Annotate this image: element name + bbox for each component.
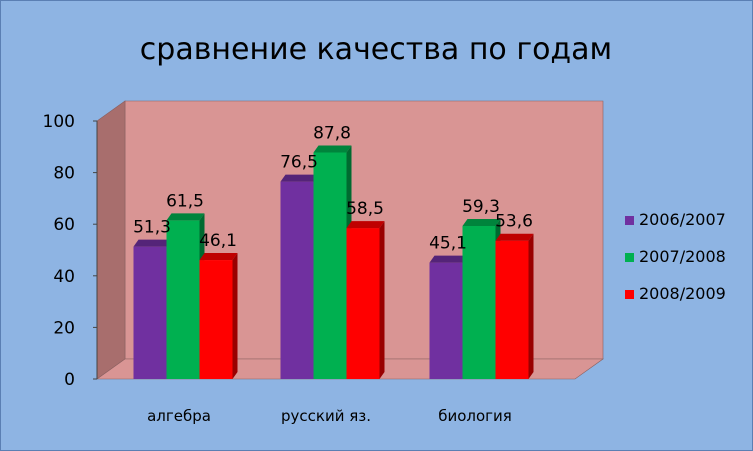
- legend-label: 2008/2009: [639, 284, 726, 303]
- bar-top: [346, 221, 385, 229]
- legend-swatch: [625, 290, 634, 299]
- data-label: 53,6: [495, 212, 533, 232]
- bar: [199, 253, 238, 379]
- bar-top: [133, 239, 172, 247]
- bars: [133, 145, 534, 379]
- bar-top: [462, 219, 501, 227]
- category-labels: алгебра русский яз. биология: [147, 407, 512, 425]
- bar-front: [346, 228, 380, 379]
- legend: 2006/2007 2007/2008 2008/2009: [625, 210, 726, 303]
- bar-front: [280, 181, 314, 379]
- bar-front: [133, 246, 167, 379]
- data-label: 59,3: [462, 197, 500, 217]
- data-label: 76,5: [280, 153, 318, 173]
- legend-swatch: [625, 216, 634, 225]
- data-label: 61,5: [166, 191, 204, 211]
- data-labels: 51,3 61,5 46,1 76,5 87,8 58,5 45,1 59,353,6: [133, 123, 533, 253]
- y-tick-label: 40: [53, 267, 75, 287]
- data-label: 51,3: [133, 218, 171, 238]
- legend-label: 2006/2007: [639, 210, 726, 229]
- data-label: 45,1: [429, 234, 467, 254]
- category-label: биология: [438, 407, 512, 425]
- bar-front: [313, 152, 347, 379]
- y-tick-label: 80: [53, 164, 75, 184]
- data-label: 58,5: [346, 199, 384, 219]
- bar: [313, 145, 352, 379]
- bar-top: [313, 145, 352, 153]
- bar-side: [379, 221, 385, 379]
- category-label: алгебра: [147, 407, 211, 425]
- y-tick-labels: 0 20 40 60 80 100: [43, 112, 97, 390]
- side-wall: [96, 100, 126, 380]
- bar-top: [166, 213, 205, 221]
- bar: [280, 174, 319, 379]
- y-tick-label: 60: [53, 215, 75, 235]
- bar-front: [462, 226, 496, 379]
- y-tick-label: 0: [64, 370, 75, 390]
- bar-front: [429, 262, 463, 379]
- bar-top: [429, 255, 468, 263]
- data-label: 46,1: [199, 231, 237, 251]
- data-label: 87,8: [313, 123, 351, 143]
- bar: [346, 221, 385, 379]
- bar: [495, 233, 534, 379]
- bar-top: [495, 233, 534, 241]
- bar: [462, 219, 501, 379]
- bar-top: [280, 174, 319, 182]
- legend-swatch: [625, 253, 634, 262]
- bar-front: [199, 260, 233, 379]
- bar: [133, 239, 172, 379]
- bar: [429, 255, 468, 379]
- bar-side: [232, 253, 238, 379]
- bar-front: [495, 240, 529, 379]
- chart-title: сравнение качества по годам: [140, 32, 612, 67]
- bar-side: [528, 233, 534, 379]
- legend-label: 2007/2008: [639, 247, 726, 266]
- category-label: русский яз.: [281, 407, 371, 425]
- y-tick-label: 20: [53, 318, 75, 338]
- y-tick-label: 100: [43, 112, 75, 132]
- bar-front: [166, 220, 200, 379]
- bar-top: [199, 253, 238, 261]
